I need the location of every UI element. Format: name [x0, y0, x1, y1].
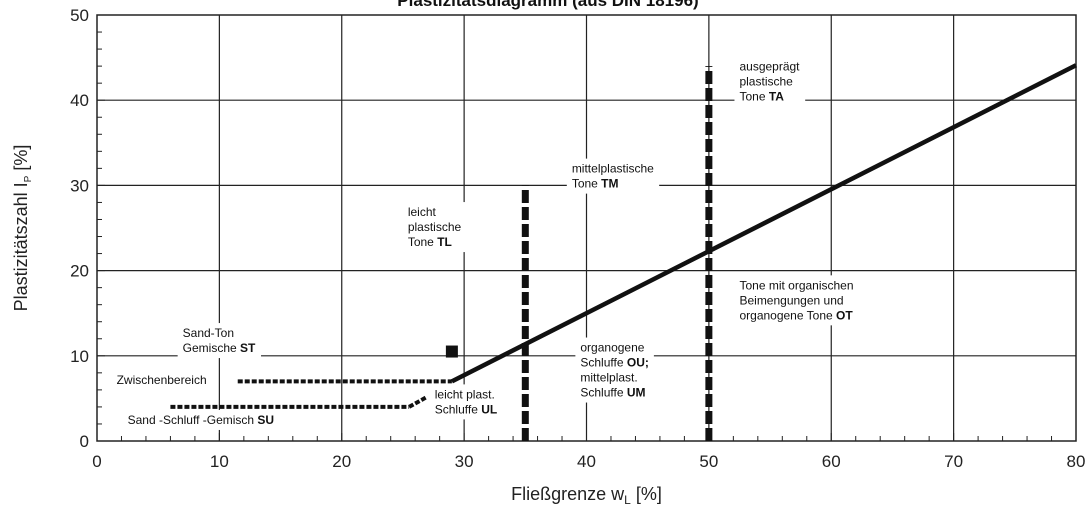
x-axis-label-group: Fließgrenze wL [%]	[511, 484, 662, 506]
y-tick-label: 30	[70, 176, 89, 195]
x-axis-label-unit: [%]	[631, 484, 662, 504]
region-code: UL	[478, 402, 497, 416]
region-label-line: plastische	[739, 74, 793, 88]
region-label-bg	[734, 56, 806, 107]
region-label-line: Beimengungen und	[739, 293, 843, 307]
region-label-bg	[122, 409, 280, 430]
x-tick-label: 40	[577, 452, 596, 471]
x-tick-label: 20	[332, 452, 351, 471]
region-label-zwischen: Zwischenbereich	[117, 373, 207, 387]
region-label-line: Sand -Schluff -Gemisch	[128, 413, 255, 427]
region-label-line: Sand-Ton	[183, 326, 234, 340]
boundary-line-4	[408, 394, 429, 409]
x-axis-label-main: Fließgrenze w	[511, 484, 625, 504]
y-axis-label-sub: P	[23, 175, 34, 182]
region-code: TA	[766, 89, 785, 103]
chart-title: Plastizitätsdiagramm (aus DIN 18196)	[397, 0, 698, 10]
region-label-line: Tone	[739, 89, 765, 103]
region-label-line: plastische	[408, 220, 462, 234]
region-code: TL	[434, 235, 452, 249]
region-label-line: Tone	[408, 235, 434, 249]
region-label-line: ausgeprägt	[739, 59, 800, 73]
region-label-backgrounds	[111, 56, 859, 430]
square-marker	[445, 345, 458, 358]
region-label-su: Sand -Schluff -Gemisch SU	[128, 413, 275, 427]
region-label-tl: leicht plastische Tone TL	[408, 205, 462, 249]
region-code: ST	[237, 341, 256, 355]
x-tick-label: 10	[210, 452, 229, 471]
region-label-bg	[734, 275, 859, 326]
x-tick-label: 50	[699, 452, 718, 471]
region-label-ta: ausgeprägt plastische Tone TA	[739, 59, 800, 103]
region-label-line: organogene	[580, 341, 644, 355]
x-tick-label: 30	[455, 452, 474, 471]
x-tick-label: 70	[944, 452, 963, 471]
region-label-bg	[429, 384, 503, 420]
y-axis-label-unit: [%]	[11, 145, 31, 176]
region-label-st: Sand-Ton Gemische ST	[183, 326, 256, 355]
x-tick-label: 80	[1067, 452, 1086, 471]
region-labels: ausgeprägt plastische Tone TAmittelplastis…	[117, 59, 854, 427]
region-label-line: Schluffe	[580, 356, 623, 370]
marker-group	[445, 345, 458, 358]
region-code: UM	[624, 386, 646, 400]
a-line-group	[450, 63, 1078, 384]
region-label-line: leicht	[408, 205, 437, 219]
region-label-bg	[111, 369, 212, 390]
y-tick-label: 10	[70, 347, 89, 366]
region-code: OU;	[624, 356, 649, 370]
region-label-line: Schluffe	[580, 386, 623, 400]
region-code: TM	[598, 177, 619, 191]
y-tick-label: 40	[70, 91, 89, 110]
region-label-line: mittelplastische	[572, 162, 654, 176]
region-label-line: mittelplast.	[580, 371, 637, 385]
x-tick-labels: 0 10 20 30 40 50 60 70 80	[92, 452, 1085, 471]
region-label-line: Zwischenbereich	[117, 373, 207, 387]
region-label-bg	[402, 202, 467, 253]
y-axis-label-main: Plastizitätszahl I	[11, 182, 31, 311]
y-tick-labels: 0 10 20 30 40 50	[70, 6, 89, 451]
region-label-line: Tone	[572, 177, 598, 191]
region-label-ot: Tone mit organischen Beimengungen und orga…	[739, 278, 853, 322]
region-code: SU	[254, 413, 274, 427]
region-label-bg	[177, 323, 262, 359]
region-label-line: organogene Tone	[739, 308, 833, 322]
y-axis-label-group: Plastizitätszahl IP [%]	[11, 145, 34, 312]
y-axis-label: Plastizitätszahl IP [%]	[11, 145, 34, 312]
region-label-line: Schluffe	[435, 402, 478, 416]
y-tick-label: 50	[70, 6, 89, 25]
x-tick-label: 60	[822, 452, 841, 471]
region-label-line: Tone mit organischen	[739, 278, 853, 292]
a-line	[450, 63, 1078, 384]
y-tick-label: 0	[80, 432, 89, 451]
region-label-ou-um: organogene Schluffe OU; mittelplast. Schluf…	[580, 341, 649, 400]
x-tick-label: 0	[92, 452, 101, 471]
region-label-line: leicht plast.	[435, 387, 495, 401]
y-tick-label: 20	[70, 262, 89, 281]
region-code: OT	[833, 308, 854, 322]
region-label-bg	[575, 337, 654, 403]
region-label-tm: mittelplastische Tone TM	[572, 162, 654, 191]
region-label-bg	[566, 158, 660, 194]
x-axis-label-sub: L	[624, 493, 631, 506]
x-axis-label: Fließgrenze wL [%]	[511, 484, 662, 506]
region-label-ul: leicht plast. Schluffe UL	[435, 387, 498, 416]
region-label-line: Gemische	[183, 341, 237, 355]
